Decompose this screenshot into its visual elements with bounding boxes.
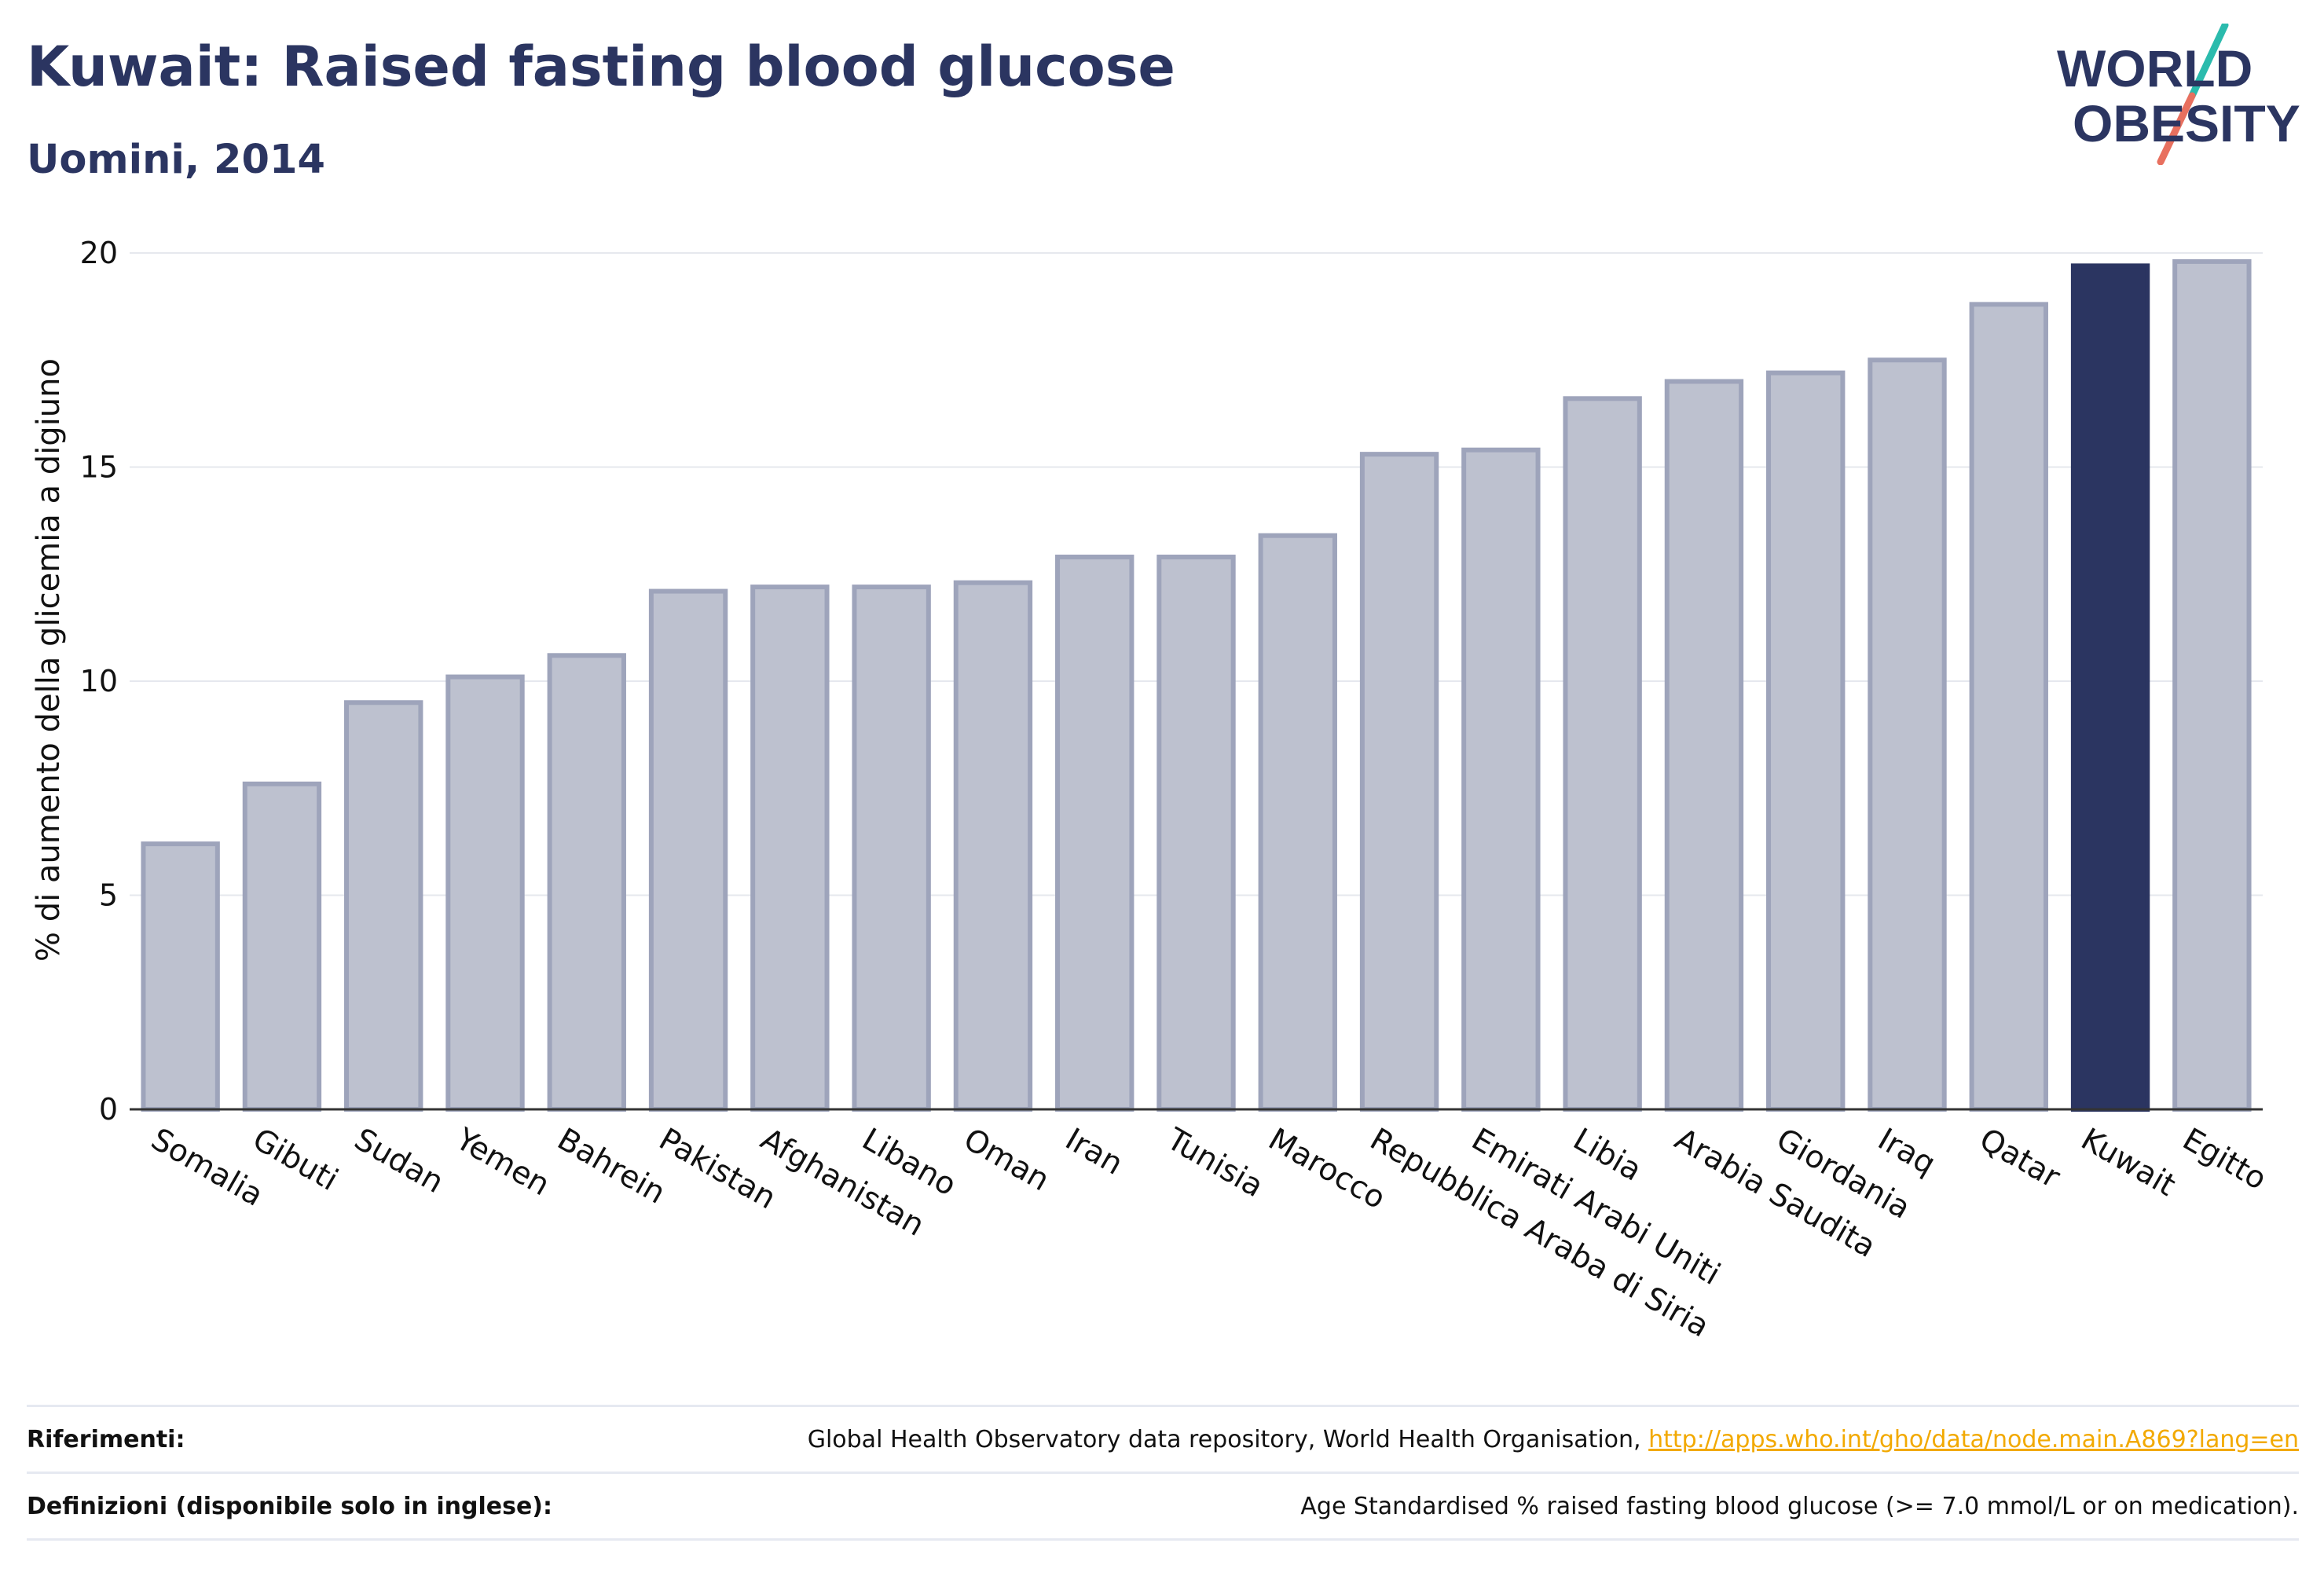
world-obesity-logo: WORLD OBESITY — [2057, 24, 2300, 165]
x-tick-label: Kuwait — [2075, 1122, 2181, 1204]
y-tick-label: 10 — [80, 664, 118, 698]
x-tick-label: Tunisia — [1160, 1121, 1270, 1204]
bar-afghanistan[interactable] — [750, 585, 830, 1112]
x-tick-label: Yemen — [449, 1121, 555, 1203]
footer-references-row: Riferimenti: Global Health Observatory d… — [27, 1405, 2299, 1472]
x-tick-label: Bahrein — [552, 1122, 671, 1211]
y-tick-label: 20 — [80, 236, 118, 270]
footer-definitions-row: Definizioni (disponibile solo in inglese… — [27, 1472, 2299, 1541]
chart-subtitle: Uomini, 2014 — [27, 137, 325, 183]
logo-slash-bottom — [2157, 92, 2196, 165]
bar-egitto[interactable] — [2172, 258, 2252, 1112]
x-tick-label: Iran — [1059, 1122, 1128, 1182]
y-axis-label: % di aumento della glicemia a digiuno — [31, 358, 67, 962]
bar-tunisia[interactable] — [1157, 554, 1236, 1112]
bar-pakistan[interactable] — [648, 588, 728, 1112]
bar-iraq[interactable] — [1868, 357, 1947, 1112]
bar-yemen[interactable] — [445, 674, 525, 1112]
y-tick-label: 5 — [99, 878, 118, 913]
references-text: Global Health Observatory data repositor… — [807, 1425, 1641, 1453]
bars — [141, 258, 2252, 1112]
definitions-label: Definizioni (disponibile solo in inglese… — [27, 1492, 552, 1520]
bar-bahrein[interactable] — [547, 653, 626, 1112]
y-axis-ticks: 0 5 10 15 20 — [80, 236, 118, 1127]
logo-word-world: WORLD — [2057, 39, 2253, 97]
references-label: Riferimenti: — [27, 1425, 185, 1453]
x-tick-label: Qatar — [1974, 1122, 2066, 1196]
bar-libano[interactable] — [852, 585, 931, 1112]
bar-libia[interactable] — [1563, 396, 1642, 1112]
logo-word-obesity: OBESITY — [2073, 94, 2300, 152]
x-tick-label: Iraq — [1872, 1122, 1941, 1182]
bar-giordania[interactable] — [1766, 370, 1846, 1112]
y-tick-label: 15 — [80, 450, 118, 485]
bar-arabia-saudita[interactable] — [1664, 379, 1744, 1112]
bar-qatar[interactable] — [1969, 302, 2048, 1112]
x-tick-label: Somalia — [145, 1122, 269, 1214]
bar-emirati-arabi-uniti[interactable] — [1461, 447, 1541, 1112]
y-tick-label: 0 — [99, 1092, 118, 1127]
bar-kuwait[interactable] — [2070, 263, 2150, 1112]
chart-title: Kuwait: Raised fasting blood glucose — [27, 35, 1175, 99]
bar-oman[interactable] — [953, 580, 1033, 1112]
bar-gibuti[interactable] — [242, 781, 322, 1112]
footer: Riferimenti: Global Health Observatory d… — [27, 1405, 2299, 1541]
references-value: Global Health Observatory data repositor… — [808, 1426, 2299, 1453]
definitions-value: Age Standardised % raised fasting blood … — [1300, 1492, 2299, 1520]
bar-sudan[interactable] — [344, 700, 423, 1112]
references-link[interactable]: http://apps.who.int/gho/data/node.main.A… — [1648, 1425, 2299, 1453]
bar-somalia[interactable] — [141, 841, 220, 1112]
logo-slash-top — [2188, 24, 2229, 100]
bar-marocco[interactable] — [1258, 533, 1337, 1112]
bar-repubblica-araba-di-siria[interactable] — [1359, 452, 1439, 1112]
x-tick-label: Oman — [958, 1122, 1055, 1199]
x-tick-label: Pakistan — [653, 1122, 782, 1217]
x-tick-label: Marocco — [1263, 1122, 1391, 1217]
x-tick-label: Egitto — [2176, 1122, 2272, 1197]
x-tick-label: Sudan — [348, 1122, 449, 1200]
bar-iran[interactable] — [1055, 554, 1135, 1112]
